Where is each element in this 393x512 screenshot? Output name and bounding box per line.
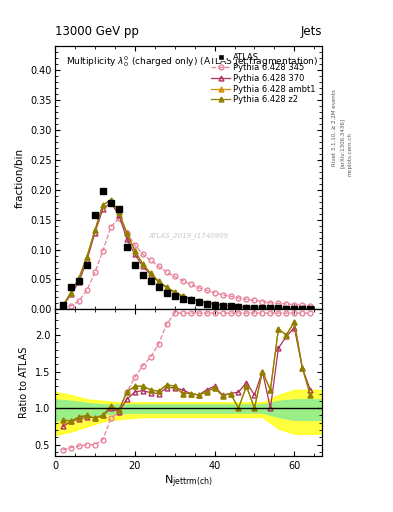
Text: 13000 GeV pp: 13000 GeV pp — [55, 26, 139, 38]
Text: [arXiv:1306.3436]: [arXiv:1306.3436] — [340, 118, 345, 168]
Text: Multiplicity $\lambda_0^0$ (charged only) (ATLAS jet fragmentation): Multiplicity $\lambda_0^0$ (charged only… — [66, 54, 318, 69]
Y-axis label: fraction/bin: fraction/bin — [15, 147, 25, 208]
Text: Rivet 3.1.10, ≥ 2.2M events: Rivet 3.1.10, ≥ 2.2M events — [332, 90, 337, 166]
Y-axis label: Ratio to ATLAS: Ratio to ATLAS — [19, 347, 29, 418]
Text: ATLAS_2019_I1740909: ATLAS_2019_I1740909 — [149, 232, 229, 239]
X-axis label: N$_{\mathrm{jettrm(ch)}}$: N$_{\mathrm{jettrm(ch)}}$ — [164, 473, 213, 489]
Text: Jets: Jets — [301, 26, 322, 38]
Legend: ATLAS, Pythia 6.428 345, Pythia 6.428 370, Pythia 6.428 ambt1, Pythia 6.428 z2: ATLAS, Pythia 6.428 345, Pythia 6.428 37… — [209, 50, 318, 107]
Text: mcplots.cern.ch: mcplots.cern.ch — [348, 132, 353, 176]
